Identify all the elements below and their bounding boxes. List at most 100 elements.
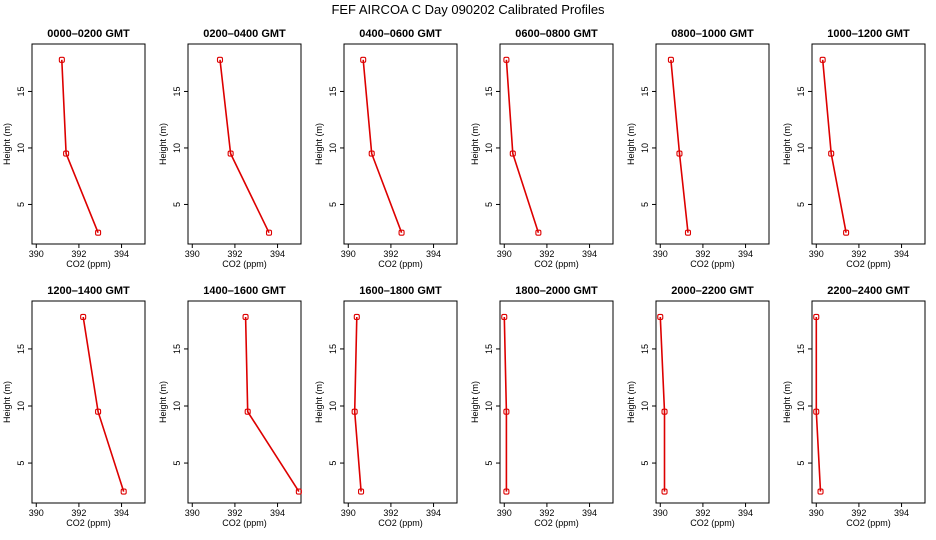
y-tick-label: 10 — [484, 143, 494, 153]
y-tick-label: 5 — [16, 461, 26, 466]
profile-line — [503, 316, 508, 492]
profile-panel: 2200–2400 GMT 390 392 394 5 10 15 CO2 (ppm) Heig… — [782, 285, 926, 528]
y-tick-label: 15 — [328, 86, 338, 96]
data-point — [667, 56, 674, 63]
profile-panel: 0600–0800 GMT 390 392 394 5 10 15 CO2 (ppm) Heig… — [470, 28, 614, 269]
panel-title: 1800–2000 GMT — [515, 285, 598, 297]
x-tick-label: 394 — [270, 249, 285, 259]
x-tick-label: 392 — [851, 508, 866, 518]
x-tick-label: 392 — [227, 508, 242, 518]
profile-line — [362, 59, 403, 233]
x-axis-label: CO2 (ppm) — [690, 518, 735, 528]
x-tick-label: 394 — [426, 508, 441, 518]
plot-frame — [31, 300, 146, 504]
y-tick-label: 5 — [484, 202, 494, 207]
profile-panel: 0800–1000 GMT 390 392 394 5 10 15 CO2 (ppm) Heig… — [626, 28, 770, 269]
x-tick-label: 390 — [497, 249, 512, 259]
profile-line — [219, 59, 270, 234]
x-axis-label: CO2 (ppm) — [222, 259, 267, 269]
x-tick-label: 394 — [582, 249, 597, 259]
panel-title: 1200–1400 GMT — [47, 285, 130, 297]
y-tick-label: 10 — [16, 143, 26, 153]
profile-panel: 1000–1200 GMT 390 392 394 5 10 15 CO2 (ppm) Heig… — [782, 28, 926, 269]
y-tick-label: 15 — [484, 344, 494, 354]
data-point — [360, 56, 367, 63]
y-tick-label: 15 — [796, 344, 806, 354]
data-point — [58, 56, 65, 63]
y-tick-label: 5 — [640, 461, 650, 466]
y-tick-label: 15 — [796, 86, 806, 96]
data-point — [95, 408, 102, 415]
y-tick-label: 5 — [328, 202, 338, 207]
x-tick-label: 392 — [71, 249, 86, 259]
data-point — [120, 488, 127, 495]
y-tick-label: 15 — [16, 86, 26, 96]
profile-line — [353, 316, 362, 492]
x-tick-label: 390 — [185, 249, 200, 259]
data-point — [353, 313, 360, 321]
y-tick-label: 5 — [796, 202, 806, 207]
data-point — [843, 229, 850, 236]
x-axis-label: CO2 (ppm) — [378, 518, 423, 528]
x-axis-label: CO2 (ppm) — [846, 259, 891, 269]
data-point — [216, 56, 224, 63]
data-point — [398, 229, 405, 236]
x-tick-label: 390 — [29, 508, 44, 518]
data-point — [676, 150, 683, 157]
y-tick-label: 10 — [640, 401, 650, 411]
profile-line — [821, 59, 847, 233]
profile-panel: 1800–2000 GMT 390 392 394 5 10 15 CO2 (ppm) Heig… — [470, 285, 614, 528]
y-axis-label: Height (m) — [314, 123, 324, 165]
y-tick-label: 10 — [16, 401, 26, 411]
profile-panel: 1200–1400 GMT 390 392 394 5 10 15 CO2 (ppm) Heig… — [2, 285, 146, 528]
plot-frame — [811, 300, 926, 504]
data-point — [368, 150, 375, 157]
data-point — [95, 229, 102, 236]
y-axis-label: Height (m) — [626, 123, 636, 165]
data-point — [684, 229, 692, 236]
x-tick-label: 394 — [582, 508, 597, 518]
y-axis-label: Height (m) — [782, 123, 792, 165]
panel-title: 1600–1800 GMT — [359, 285, 442, 297]
profile-panel: 1400–1600 GMT 390 392 394 5 10 15 CO2 (ppm) Heig… — [158, 285, 302, 528]
x-axis-label: CO2 (ppm) — [690, 259, 735, 269]
x-tick-label: 394 — [426, 249, 441, 259]
data-point — [509, 150, 516, 157]
y-axis-label: Height (m) — [158, 381, 168, 423]
profile-panel: 2000–2200 GMT 390 392 394 5 10 15 CO2 (ppm) Heig… — [626, 285, 770, 528]
plot-frame — [31, 43, 146, 245]
x-axis-label: CO2 (ppm) — [846, 518, 891, 528]
x-tick-label: 394 — [270, 508, 285, 518]
panel-title: 0600–0800 GMT — [515, 28, 598, 40]
x-tick-label: 392 — [383, 508, 398, 518]
x-tick-label: 392 — [71, 508, 86, 518]
x-tick-label: 394 — [738, 249, 753, 259]
plot-frame — [343, 300, 458, 504]
plot-frame — [655, 300, 770, 504]
y-tick-label: 15 — [172, 86, 182, 96]
figure-title: FEF AIRCOA C Day 090202 Calibrated Profi… — [331, 2, 605, 17]
y-tick-label: 10 — [328, 143, 338, 153]
x-tick-label: 394 — [114, 249, 129, 259]
data-point — [819, 56, 826, 63]
profile-line — [61, 59, 99, 234]
y-tick-label: 10 — [484, 401, 494, 411]
y-tick-label: 10 — [172, 143, 182, 153]
x-tick-label: 392 — [851, 249, 866, 259]
data-point — [817, 488, 824, 495]
y-axis-label: Height (m) — [314, 381, 324, 423]
y-tick-label: 5 — [328, 461, 338, 466]
y-tick-label: 15 — [484, 86, 494, 96]
y-axis-label: Height (m) — [470, 381, 480, 423]
data-point — [63, 150, 70, 157]
y-tick-label: 15 — [328, 344, 338, 354]
profile-line — [659, 316, 666, 492]
x-tick-label: 394 — [738, 508, 753, 518]
plot-frame — [499, 300, 614, 504]
x-tick-label: 390 — [341, 249, 356, 259]
y-axis-label: Height (m) — [782, 381, 792, 423]
data-point — [661, 408, 668, 415]
y-tick-label: 5 — [172, 202, 182, 207]
x-tick-label: 394 — [114, 508, 129, 518]
